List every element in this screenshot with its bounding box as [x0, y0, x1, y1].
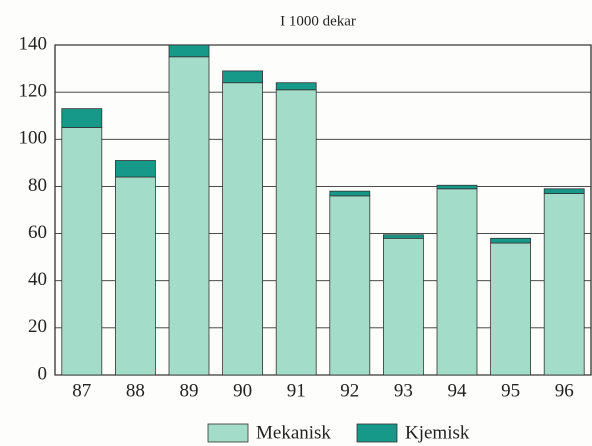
bar-segment	[490, 237, 532, 244]
bar-segment	[61, 127, 103, 376]
x-tick-label: 88	[126, 380, 145, 401]
x-tick-label: 96	[555, 380, 574, 401]
bar-segment	[222, 82, 264, 376]
y-tick-label: 60	[28, 222, 47, 243]
x-tick-label: 95	[501, 380, 520, 401]
bar-segment	[436, 188, 478, 376]
bar-segment	[222, 70, 264, 84]
legend-swatch	[356, 423, 398, 443]
bar-segment	[275, 89, 317, 376]
bar-segment	[168, 44, 210, 58]
y-tick-label: 80	[28, 175, 47, 196]
legend-label: Kjemisk	[405, 422, 470, 443]
bar-segment	[436, 184, 478, 190]
y-tick-label: 100	[19, 128, 48, 149]
x-tick-label: 87	[72, 380, 91, 401]
chart-title: I 1000 dekar	[280, 13, 356, 29]
y-tick-label: 40	[28, 269, 47, 290]
bar-segment	[382, 234, 424, 239]
bar-segment	[61, 108, 103, 128]
y-tick-label: 20	[28, 316, 47, 337]
x-tick-label: 92	[340, 380, 359, 401]
legend-label: Mekanisk	[256, 422, 331, 443]
bar-segment	[329, 190, 371, 197]
x-tick-label: 90	[233, 380, 252, 401]
x-tick-label: 89	[180, 380, 199, 401]
bar-segment	[382, 237, 424, 376]
y-tick-label: 120	[19, 81, 48, 102]
x-tick-label: 91	[287, 380, 306, 401]
y-tick-label: 0	[38, 363, 48, 384]
legend-swatch	[207, 423, 249, 443]
bar-segment	[275, 82, 317, 91]
bar-segment	[168, 56, 210, 376]
bar-segment	[115, 160, 156, 178]
y-tick-label: 140	[19, 33, 48, 54]
bar-segment	[543, 188, 585, 194]
bar-segment	[543, 193, 585, 376]
bar-segment	[115, 176, 156, 376]
bar-segment	[329, 195, 371, 376]
bar-segment	[490, 242, 532, 376]
x-tick-label: 94	[448, 380, 468, 401]
x-tick-label: 93	[394, 380, 413, 401]
